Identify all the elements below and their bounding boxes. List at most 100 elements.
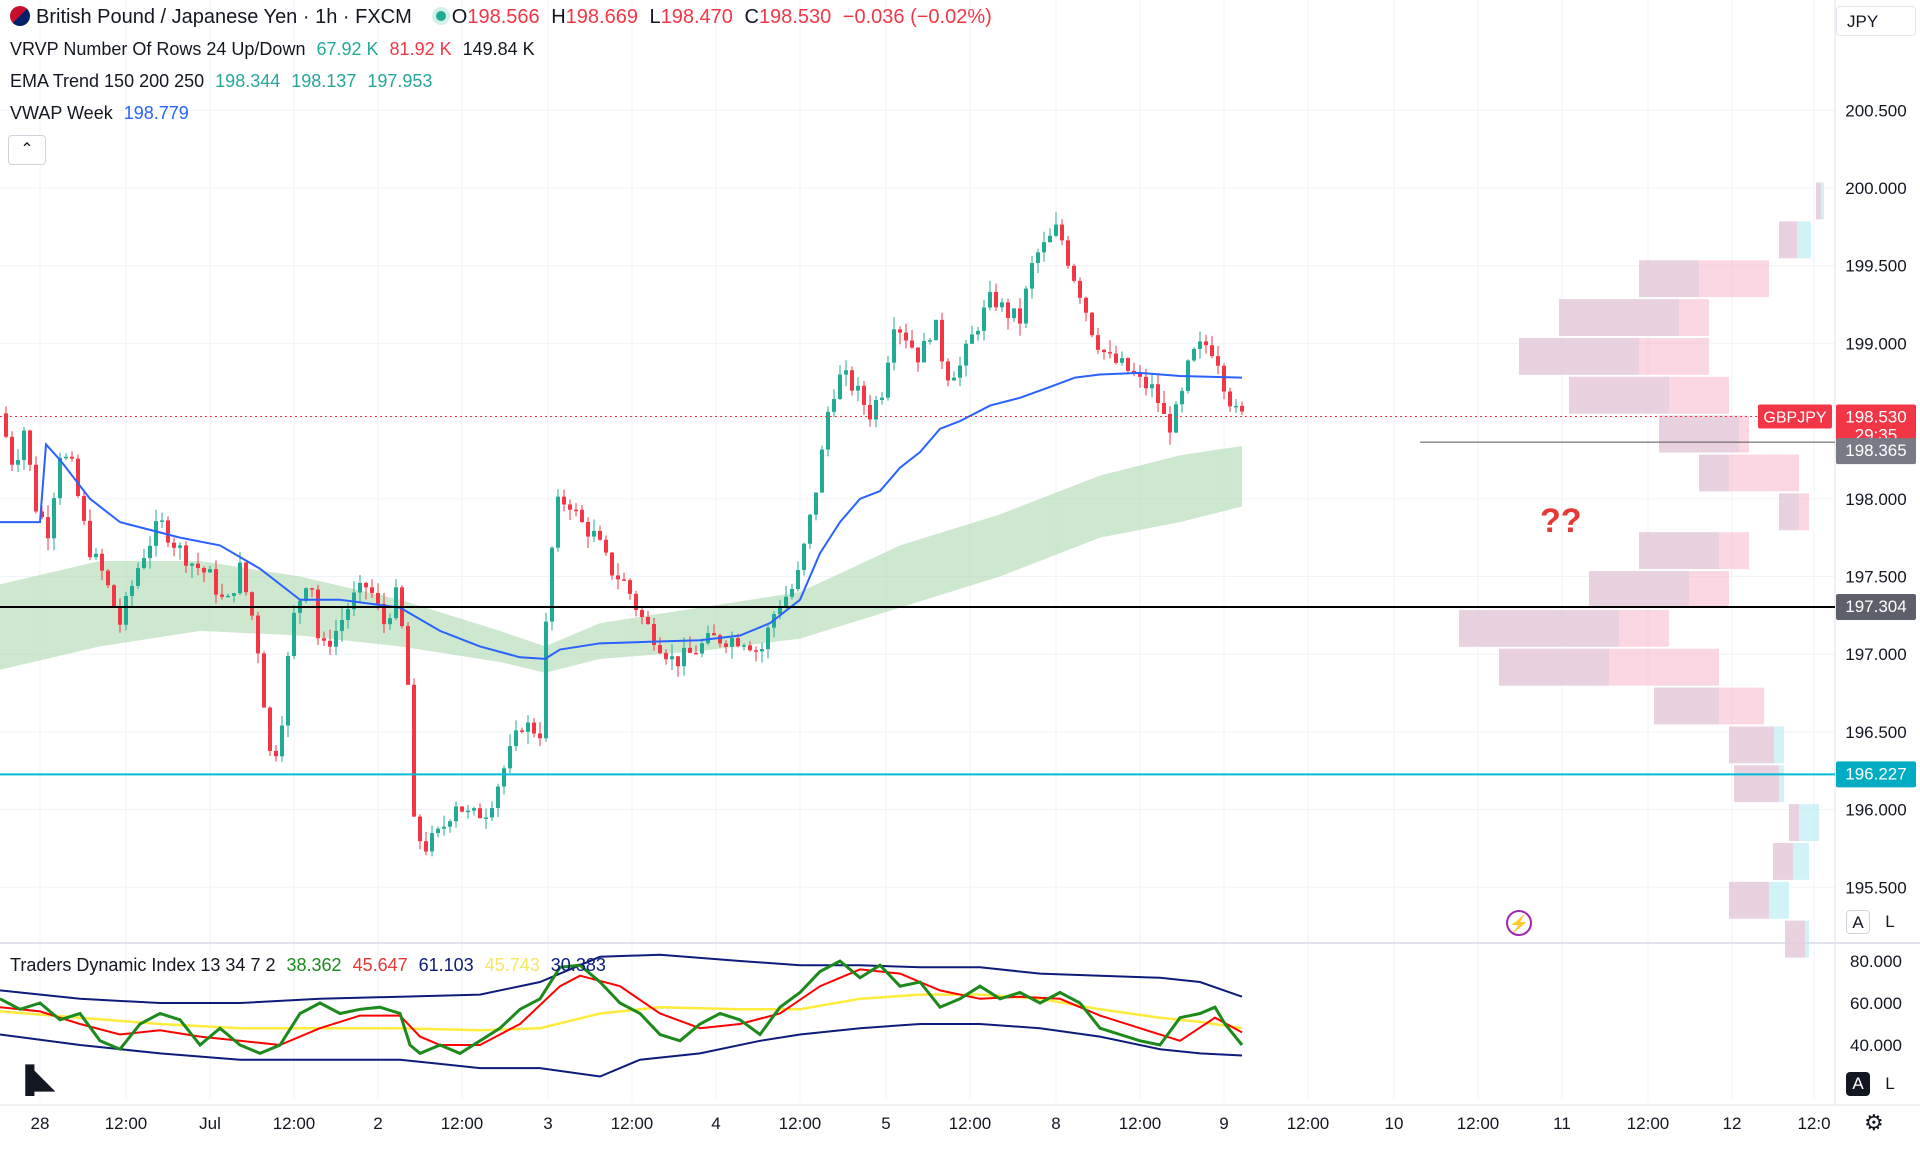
candle-body xyxy=(88,520,92,558)
price-tick-label: 199.500 xyxy=(1845,257,1906,276)
candle-body xyxy=(466,810,470,813)
candle-body xyxy=(502,768,506,787)
tdi-legend[interactable]: Traders Dynamic Index 13 34 7 2 38.362 4… xyxy=(10,954,612,976)
candle-body xyxy=(682,647,686,667)
candle-body xyxy=(1084,297,1088,313)
flash-icon[interactable]: ⚡ xyxy=(1506,910,1532,936)
time-tick-label: 12:00 xyxy=(949,1114,992,1133)
level-198365-badge xyxy=(1836,438,1916,465)
time-tick-label: 12:00 xyxy=(441,1114,484,1133)
candle-body xyxy=(274,750,278,757)
volume-row-down xyxy=(1589,571,1729,608)
candle-body xyxy=(448,821,452,827)
candle-body xyxy=(658,645,662,654)
candle-body xyxy=(220,594,224,597)
candle-body xyxy=(952,377,956,381)
candle-body xyxy=(124,595,128,625)
candle-body xyxy=(430,833,434,852)
candle-body xyxy=(622,579,626,581)
tdi-auto-scale-button[interactable]: A xyxy=(1846,1072,1870,1096)
candle-body xyxy=(976,330,980,335)
time-tick-label: 10 xyxy=(1385,1114,1404,1133)
time-tick-label: 12:00 xyxy=(779,1114,822,1133)
candle-body xyxy=(388,618,392,625)
candle-body xyxy=(892,329,896,363)
time-axis[interactable]: 28 12:00 Jul 12:00 2 12:00 3 12:00 4 12:00 5 12:00 8… xyxy=(31,1114,1831,1133)
time-tick-label: 12:00 xyxy=(1119,1114,1162,1133)
horizontal-lines[interactable] xyxy=(0,415,1835,776)
vrvp-up-value: 67.92 K xyxy=(316,39,379,59)
candle-body xyxy=(652,624,656,646)
candle-body xyxy=(10,436,14,465)
candle-body xyxy=(574,509,578,512)
candle-body xyxy=(1216,356,1220,366)
candle-body xyxy=(1036,252,1040,264)
candle-body xyxy=(94,553,98,558)
candle-body xyxy=(460,806,464,812)
annotation-question-marks[interactable]: ?? xyxy=(1540,502,1582,540)
chevron-up-icon: ⌃ xyxy=(20,141,34,158)
candle-body xyxy=(550,547,554,622)
vwap-legend[interactable]: VWAP Week 198.779 xyxy=(10,102,195,124)
price-tick-label: 195.500 xyxy=(1845,878,1906,897)
log-scale-button[interactable]: L xyxy=(1885,912,1895,931)
price-axis[interactable]: 200.500200.000199.500199.000198.500198.0… xyxy=(1845,101,1906,1055)
candle-body xyxy=(616,575,620,580)
symbol-title[interactable]: British Pound / Japanese Yen · 1h · FXCM xyxy=(36,6,412,28)
candle-body xyxy=(1234,405,1238,408)
candle-body xyxy=(340,620,344,631)
high-value: 198.669 xyxy=(565,6,638,28)
volume-row-down xyxy=(1785,920,1805,958)
candle-body xyxy=(1114,353,1118,363)
tdi-log-scale-button[interactable]: L xyxy=(1885,1074,1895,1093)
candle-body xyxy=(376,592,380,604)
candle-body xyxy=(766,627,770,650)
candle-body xyxy=(112,585,116,607)
candle-body xyxy=(1078,280,1082,298)
candle-body xyxy=(604,539,608,553)
volume-row-down xyxy=(1654,687,1764,725)
tdi-pane xyxy=(0,953,1244,1078)
candle-body xyxy=(1222,365,1226,392)
time-tick-label: 8 xyxy=(1051,1114,1060,1133)
candle-body xyxy=(538,733,542,739)
symbol-legend: British Pound / Japanese Yen · 1h · FXCM… xyxy=(10,6,998,28)
candle-body xyxy=(52,498,56,539)
currency-button[interactable]: JPY xyxy=(1836,6,1916,36)
tdi-label: Traders Dynamic Index 13 34 7 2 xyxy=(10,955,276,975)
candle-body xyxy=(184,545,188,566)
close-label: C xyxy=(744,6,759,28)
ema-150-value: 198.344 xyxy=(215,71,281,91)
level-196227-text: 196.227 xyxy=(1845,764,1906,783)
candle-body xyxy=(148,545,152,559)
settings-gear-icon[interactable]: ⚙ xyxy=(1864,1110,1884,1135)
ema-legend[interactable]: EMA Trend 150 200 250 198.344 198.137 19… xyxy=(10,70,438,92)
candle-body xyxy=(802,543,806,570)
auto-scale-button[interactable]: A xyxy=(1846,910,1870,934)
candle-body xyxy=(154,521,158,546)
candle-body xyxy=(568,504,572,510)
candle-body xyxy=(880,397,884,400)
time-tick-label: Jul xyxy=(199,1114,221,1133)
candle-body xyxy=(472,808,476,811)
candle-body xyxy=(64,456,68,459)
candle-body xyxy=(118,606,122,625)
candle-body xyxy=(238,562,242,594)
tdi-lower-value: 30.383 xyxy=(550,955,606,975)
candle-body xyxy=(1162,403,1166,414)
candle-body xyxy=(160,520,164,522)
collapse-legend-button[interactable]: ⌃ xyxy=(8,135,46,165)
candle-body xyxy=(412,684,416,817)
candle-body xyxy=(46,517,50,539)
candle-body xyxy=(232,593,236,596)
price-tick-label: 196.000 xyxy=(1845,801,1906,820)
vrvp-legend[interactable]: VRVP Number Of Rows 24 Up/Down 67.92 K 8… xyxy=(10,38,541,60)
tdi-upper-band xyxy=(0,953,1243,1004)
candle-body xyxy=(514,730,518,747)
candle-body xyxy=(1228,391,1232,407)
price-tick-label: 198.000 xyxy=(1845,490,1906,509)
candle-body xyxy=(1018,308,1022,324)
low-label: L xyxy=(649,6,661,28)
candle-body xyxy=(808,514,812,544)
